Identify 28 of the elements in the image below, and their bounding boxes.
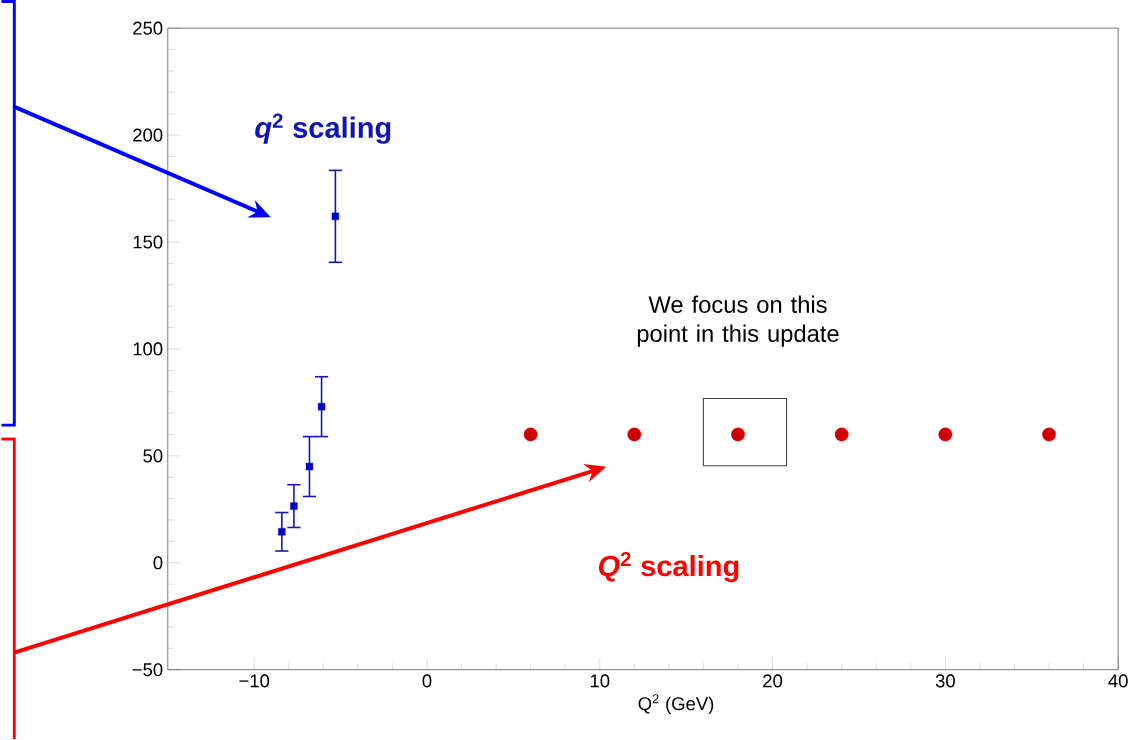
x-tick-label: 40 [1108,674,1128,688]
y-tick-label: 50 [143,449,163,463]
point [523,427,538,442]
point [331,212,340,220]
y-tick-label: 250 [133,21,163,35]
y-tick-label: 0 [153,555,163,570]
y-tick-label: 200 [133,128,163,142]
annotation: q$^{2}$ scaling [255,113,391,144]
point [938,427,953,442]
y-tick-label: −50 [132,662,163,677]
point [731,427,745,442]
y-tick-label: 100 [133,342,163,356]
x-tick-label: 10 [590,674,610,688]
x-tick-label: 30 [935,674,955,688]
point [290,502,298,510]
x-tick-label: 0 [422,674,432,688]
annotation: Q$^{2}$ scaling [598,551,739,582]
annotation: We focus on this point in this update [637,295,839,347]
point [305,462,314,471]
x-tick-label: 20 [763,674,783,688]
point [317,402,326,411]
x-axis-title: Q$^{2}$ (GeV) [638,693,714,714]
x-tick-label: −10 [239,674,270,688]
point [1042,427,1056,442]
point [278,527,286,536]
point [627,427,642,442]
point [834,427,849,442]
y-tick-label: 150 [133,235,163,249]
